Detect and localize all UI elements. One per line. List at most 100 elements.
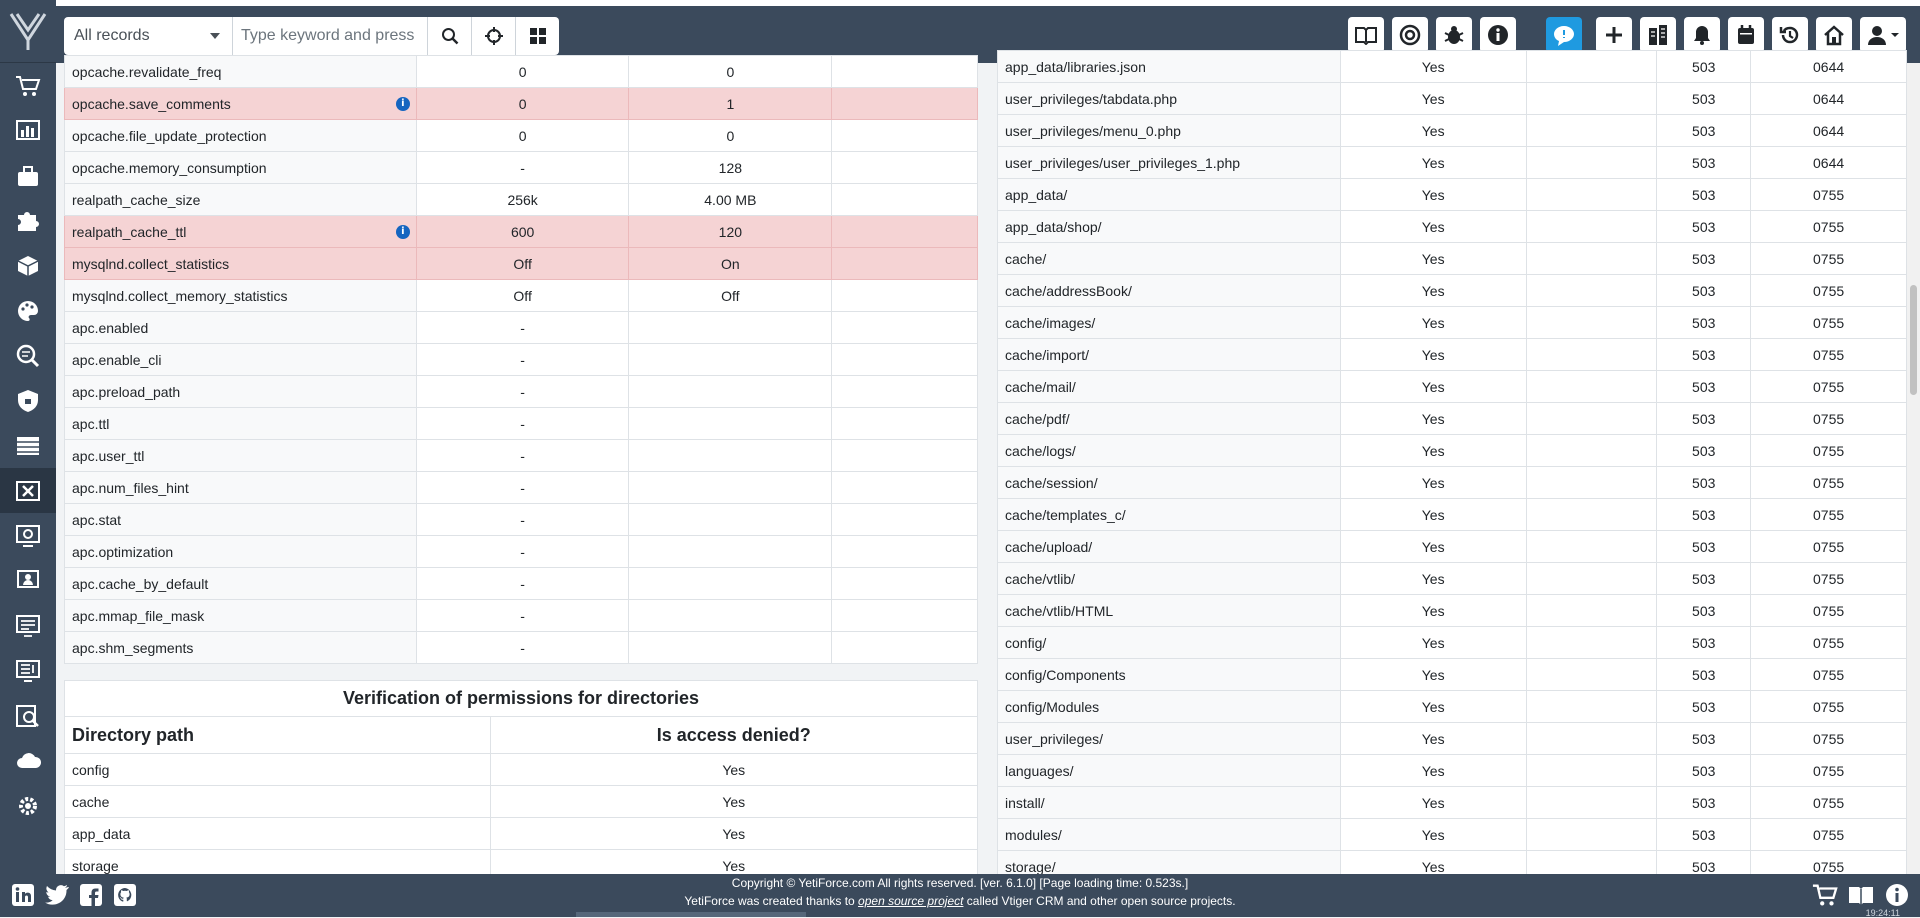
config-current-value: -: [415, 503, 630, 536]
config-row: apc.num_files_hint -: [64, 471, 978, 504]
config-row: opcache.memory_consumption -128: [64, 151, 978, 184]
home-button[interactable]: [1816, 17, 1852, 53]
companies-button[interactable]: [1640, 17, 1676, 53]
facebook-icon[interactable]: [78, 882, 104, 908]
config-recommended-value: 4.00 MB: [628, 183, 833, 216]
dir-denied: Yes: [489, 753, 978, 786]
config-name: realpath_cache_ttl i: [64, 215, 417, 248]
permission-mode: 0755: [1750, 402, 1907, 435]
config-name-text: apc.optimization: [72, 543, 174, 560]
permission-writable: Yes: [1339, 498, 1527, 531]
puzzle-icon[interactable]: [0, 198, 56, 243]
refresh-screen-icon[interactable]: [0, 513, 56, 558]
document-icon[interactable]: [0, 648, 56, 693]
footer-copyright: Copyright © YetiForce.com All rights res…: [731, 876, 1189, 890]
info-button[interactable]: [1480, 17, 1516, 53]
page-scrollbar[interactable]: [1907, 63, 1920, 874]
cloud-icon[interactable]: [0, 738, 56, 783]
config-row: apc.preload_path -: [64, 375, 978, 408]
permission-path: config/: [997, 626, 1341, 659]
info-icon[interactable]: i: [395, 97, 410, 111]
calendar-icon: [1738, 25, 1754, 44]
info-icon[interactable]: [1884, 882, 1910, 908]
footer-progress-bar: [576, 912, 806, 917]
shield-icon[interactable]: [0, 378, 56, 423]
permission-mode: 0755: [1750, 658, 1907, 691]
search-module-select[interactable]: All records: [64, 17, 233, 55]
config-recommended-value: [628, 343, 833, 376]
twitter-icon[interactable]: [44, 882, 70, 908]
config-extra-cell: [831, 311, 978, 344]
open-source-project-link[interactable]: open source project: [858, 894, 964, 908]
permission-row: storage/Yes 503 0755: [997, 850, 1907, 874]
dir-denied: Yes: [489, 849, 978, 874]
config-row: apc.enabled -: [64, 311, 978, 344]
list-icon[interactable]: [0, 423, 56, 468]
permission-mode: 0755: [1750, 178, 1907, 211]
permission-mode: 0755: [1750, 242, 1907, 275]
chevron-down-icon: [210, 33, 220, 39]
permission-empty: [1525, 82, 1658, 115]
search-module-value: All records: [74, 27, 150, 44]
yetiforce-logo-icon[interactable]: [0, 0, 56, 63]
search-operator-button[interactable]: [515, 17, 559, 55]
permission-empty: [1525, 594, 1658, 627]
permission-path: cache/vtlib/HTML: [997, 594, 1341, 627]
spreadsheet-icon[interactable]: [0, 468, 56, 513]
permission-row: user_privileges/Yes 503 0755: [997, 722, 1907, 755]
info-icon[interactable]: i: [395, 225, 410, 239]
permission-row: cache/vtlib/HTML Yes 503 0755: [997, 594, 1907, 627]
history-button[interactable]: [1772, 17, 1808, 53]
config-name: apc.enabled: [64, 311, 417, 344]
config-name: apc.shm_segments: [64, 631, 417, 664]
support-button[interactable]: [1392, 17, 1428, 53]
book-icon[interactable]: [1848, 882, 1874, 908]
info-icon: [1488, 25, 1508, 45]
search-doc-icon[interactable]: [0, 693, 56, 738]
presentation-icon[interactable]: [0, 558, 56, 603]
notifications-button[interactable]: [1684, 17, 1720, 53]
chart-icon[interactable]: [0, 108, 56, 153]
book-button[interactable]: [1348, 17, 1384, 53]
cube-icon[interactable]: [0, 243, 56, 288]
permission-owner: 503: [1656, 530, 1752, 563]
config-row: apc.stat -: [64, 503, 978, 536]
permission-row: app_data/Yes 503 0755: [997, 178, 1907, 211]
github-icon[interactable]: [112, 882, 138, 908]
scrollbar-thumb[interactable]: [1910, 285, 1917, 395]
config-recommended-value: 1: [628, 87, 833, 120]
config-name: apc.optimization: [64, 535, 417, 568]
config-current-value: 0: [415, 87, 630, 120]
palette-icon[interactable]: [0, 288, 56, 333]
monitor-icon[interactable]: [0, 603, 56, 648]
linkedin-icon[interactable]: [10, 882, 36, 908]
permission-mode: 0755: [1750, 690, 1907, 723]
config-extra-cell: [831, 151, 978, 184]
permission-mode: 0755: [1750, 626, 1907, 659]
advanced-search-button[interactable]: [471, 17, 515, 55]
config-recommended-value: On: [628, 247, 833, 280]
briefcase-icon[interactable]: [0, 153, 56, 198]
config-name: apc.stat: [64, 503, 417, 536]
crosshair-icon: [484, 27, 503, 45]
quick-create-button[interactable]: [1596, 17, 1632, 53]
calendar-button[interactable]: [1728, 17, 1764, 53]
chat-button[interactable]: [1546, 17, 1582, 53]
cart-icon[interactable]: [1812, 882, 1838, 908]
config-extra-cell: [831, 215, 978, 248]
permission-mode: 0755: [1750, 818, 1907, 851]
search-report-icon[interactable]: [0, 333, 56, 378]
permission-mode: 0755: [1750, 498, 1907, 531]
search-input[interactable]: [233, 17, 427, 55]
search-button[interactable]: [427, 17, 471, 55]
permission-path: app_data/: [997, 178, 1341, 211]
config-name: apc.cache_by_default: [64, 567, 417, 600]
config-name: apc.mmap_file_mask: [64, 599, 417, 632]
gear-icon[interactable]: [0, 783, 56, 828]
bug-report-button[interactable]: [1436, 17, 1472, 53]
permission-owner: 503: [1656, 370, 1752, 403]
user-menu-button[interactable]: [1860, 17, 1906, 53]
permission-writable: Yes: [1339, 114, 1527, 147]
cart-icon[interactable]: [0, 63, 56, 108]
config-name: apc.ttl: [64, 407, 417, 440]
